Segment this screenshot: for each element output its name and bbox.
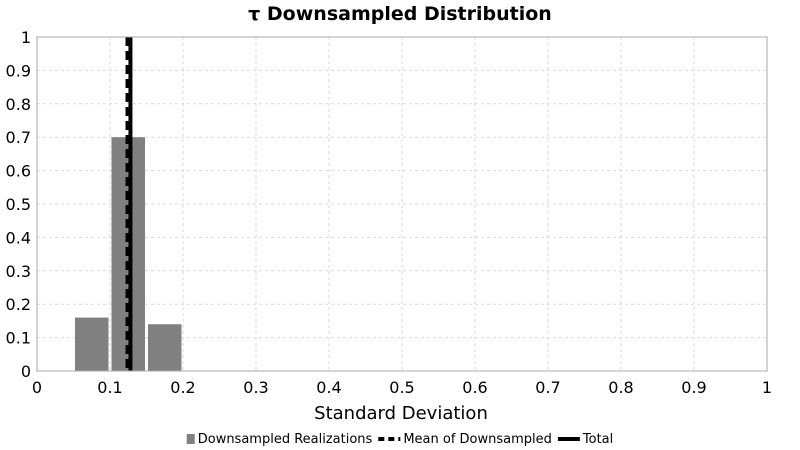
legend-label: Downsampled Realizations [198,432,373,447]
grid-lines [37,37,767,371]
y-tick-label: 0.8 [6,95,31,114]
y-tick-label: 0.5 [6,195,31,214]
x-tick-label: 0.2 [170,378,195,397]
y-tick-label: 0.4 [6,228,31,247]
legend-label: Total [582,432,613,447]
legend-label: Mean of Downsampled [403,432,552,447]
x-tick-label: 0.4 [316,378,341,397]
legend-item: Downsampled Realizations [186,432,373,447]
y-tick-label: 0.9 [6,61,31,80]
legend-swatch-bar [186,434,195,444]
legend: Downsampled Realizations Mean of Downsamp… [186,432,613,447]
x-tick-label: 0.5 [389,378,414,397]
y-tick-label: 0.6 [6,162,31,181]
x-tick-label: 0.7 [535,378,560,397]
x-tick-label: 0.3 [243,378,268,397]
tick-labels: 0 0.1 0.2 0.3 0.4 0.5 0.6 0.7 0.8 0.9 1 0 0.1 0.2 0.3 0… [6,28,773,397]
y-tick-label: 0.1 [6,329,31,348]
legend-item: Mean of Downsampled [378,432,552,447]
x-tick-label: 0 [32,378,42,397]
x-tick-label: 0.8 [608,378,633,397]
plot-frame [36,36,768,372]
histogram-bar [148,324,182,371]
plot-border [36,36,768,372]
y-tick-label: 1 [21,28,31,47]
x-tick-label: 0.6 [462,378,487,397]
reference-lines [125,37,133,371]
y-tick-label: 0.7 [6,128,31,147]
x-tick-label: 0.9 [681,378,706,397]
chart-title: τ Downsampled Distribution [248,3,552,25]
legend-item: Total [557,432,613,447]
y-tick-label: 0.2 [6,295,31,314]
y-tick-label: 0 [21,362,31,381]
histogram-bar [75,317,109,371]
y-tick-label: 0.3 [6,262,31,281]
x-tick-label: 1 [762,378,772,397]
x-tick-label: 0.1 [97,378,122,397]
x-axis-label: Standard Deviation [314,403,488,424]
